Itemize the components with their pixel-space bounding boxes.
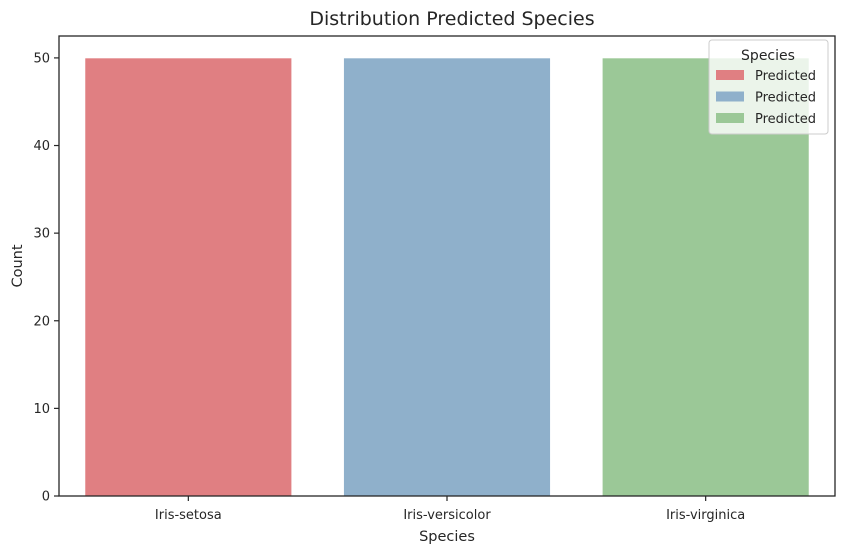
legend-label: Predicted <box>755 91 816 106</box>
legend-swatch <box>716 113 744 123</box>
legend-swatch <box>716 91 744 102</box>
bar-iris-versicolor <box>343 57 551 497</box>
legend-label: Predicted <box>755 69 816 84</box>
x-tick-label: Iris-versicolor <box>403 508 491 523</box>
x-tick-label: Iris-virginica <box>666 508 745 523</box>
legend: Species Predicted Predicted Predicted <box>708 39 829 135</box>
legend-title: Species <box>741 48 795 64</box>
x-tick-label: Iris-setosa <box>155 508 222 523</box>
y-tick-label: 10 <box>33 402 50 417</box>
y-axis-label: Count <box>10 244 26 287</box>
bars-group <box>84 57 810 497</box>
legend-swatch <box>716 70 744 80</box>
y-tick-label: 0 <box>42 490 50 505</box>
x-axis-label: Species <box>419 529 475 545</box>
legend-box <box>708 39 829 135</box>
y-tick-label: 50 <box>33 51 50 66</box>
y-tick-label: 40 <box>33 139 50 154</box>
legend-entries: Predicted Predicted Predicted <box>716 69 816 127</box>
legend-label: Predicted <box>755 112 816 127</box>
y-tick-label: 20 <box>33 314 50 329</box>
bar-iris-setosa <box>84 57 293 497</box>
y-tick-label: 30 <box>33 227 50 242</box>
y-axis-ticks: 0 10 20 30 40 50 <box>33 51 59 505</box>
x-axis-ticks: Iris-setosa Iris-versicolor Iris-virginica <box>155 496 745 523</box>
chart-title: Distribution Predicted Species <box>309 8 594 30</box>
